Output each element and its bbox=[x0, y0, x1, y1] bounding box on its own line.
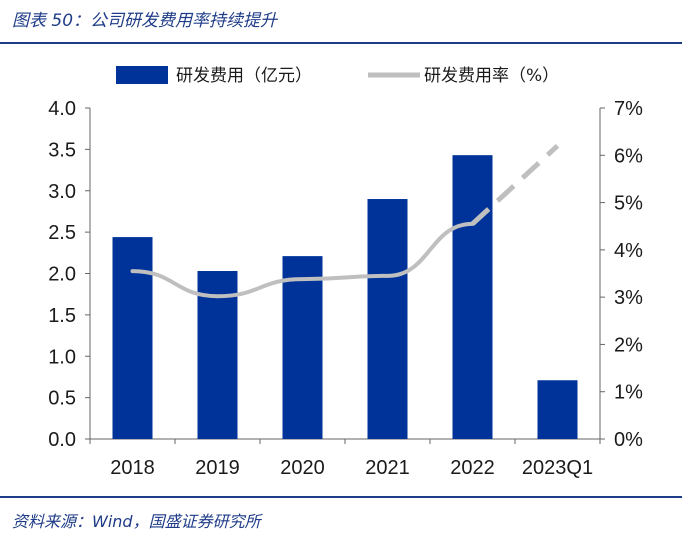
right-tick-label: 4% bbox=[614, 240, 643, 262]
left-tick-label: 2.0 bbox=[48, 264, 76, 286]
legend-line-label: 研发费用率（%） bbox=[424, 66, 559, 86]
x-tick-label: 2021 bbox=[365, 457, 410, 479]
axes: 0.0 0.5 1.0 1.5 2.0 2.5 3.0 3.5 4.0 0% 1% 2% 3% 4% 5% 6… bbox=[48, 98, 643, 479]
right-tick-label: 6% bbox=[614, 145, 643, 167]
bar-2023Q1 bbox=[537, 380, 578, 439]
left-tick-label: 4.0 bbox=[48, 98, 76, 120]
x-tick-label: 2018 bbox=[110, 457, 155, 479]
left-tick-label: 2.5 bbox=[48, 222, 76, 244]
right-tick-label: 7% bbox=[614, 98, 643, 120]
right-tick-label: 1% bbox=[614, 382, 643, 404]
left-tick-label: 0.0 bbox=[48, 429, 76, 451]
bar-series bbox=[112, 155, 578, 440]
bar-2018 bbox=[112, 237, 153, 439]
top-divider bbox=[0, 42, 682, 44]
left-tick-label: 3.0 bbox=[48, 181, 76, 203]
right-tick-label: 0% bbox=[614, 429, 643, 451]
x-tick-label: 2023Q1 bbox=[522, 457, 593, 479]
source-note: 资料来源：Wind，国盛证券研究所 bbox=[12, 512, 261, 531]
bar-2020 bbox=[282, 256, 323, 439]
bar-2022 bbox=[452, 155, 493, 440]
bottom-divider bbox=[0, 496, 682, 498]
left-tick-label: 1.5 bbox=[48, 305, 76, 327]
right-tick-label: 2% bbox=[614, 334, 643, 356]
line-series bbox=[130, 143, 560, 299]
right-tick-label: 5% bbox=[614, 193, 643, 215]
legend-bar-label: 研发费用（亿元） bbox=[176, 66, 312, 86]
x-tick-label: 2020 bbox=[280, 457, 325, 479]
legend: 研发费用（亿元） 研发费用率（%） bbox=[116, 66, 559, 86]
legend-bar-swatch bbox=[116, 66, 168, 84]
x-tick-label: 2022 bbox=[450, 457, 495, 479]
figure-title: 图表 50：公司研发费用率持续提升 bbox=[12, 11, 278, 31]
left-tick-label: 1.0 bbox=[48, 346, 76, 368]
x-tick-label: 2019 bbox=[195, 457, 240, 479]
rd-rate-forecast-segment bbox=[470, 143, 560, 226]
left-tick-label: 3.5 bbox=[48, 139, 76, 161]
bar-2021 bbox=[367, 199, 408, 439]
bar-2019 bbox=[197, 271, 238, 439]
right-tick-label: 3% bbox=[614, 287, 643, 309]
left-tick-label: 0.5 bbox=[48, 388, 76, 410]
